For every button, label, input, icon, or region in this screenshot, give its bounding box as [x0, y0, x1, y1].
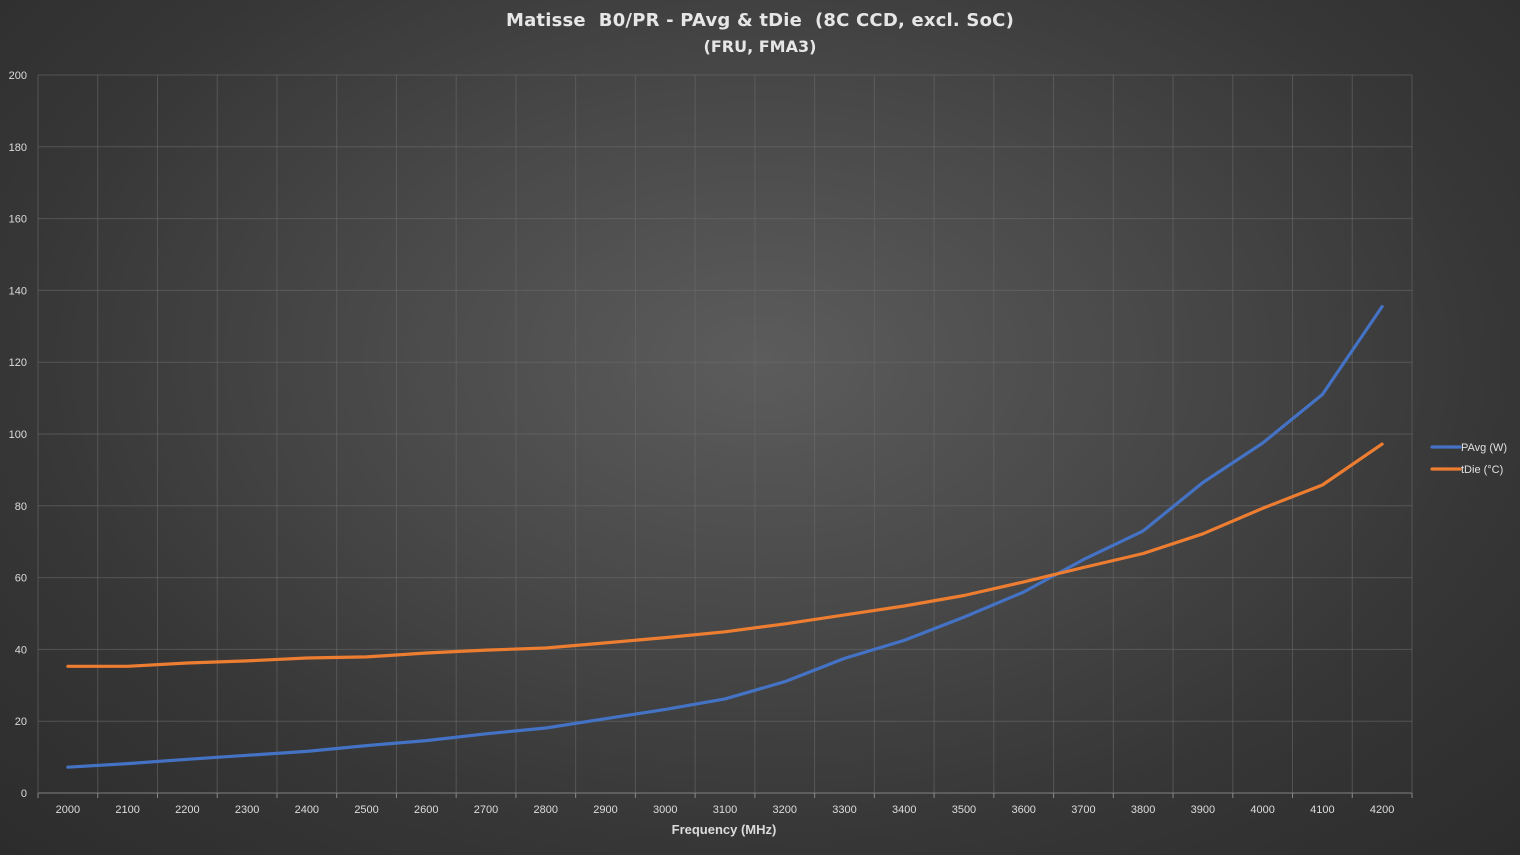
x-tick-label: 2400 [295, 804, 319, 816]
series-line-pavg [66, 305, 1384, 769]
x-tick-label: 4000 [1250, 804, 1274, 816]
x-tick-label: 2600 [414, 804, 438, 816]
y-tick-label: 60 [15, 573, 27, 585]
x-tick-label: 2700 [474, 804, 498, 816]
x-tick-label: 3300 [832, 804, 856, 816]
x-tick-label: 3000 [653, 804, 677, 816]
x-tick-label: 2200 [175, 804, 199, 816]
y-tick-label: 120 [9, 357, 27, 369]
y-tick-label: 180 [9, 142, 27, 154]
x-tick-label: 3800 [1131, 804, 1155, 816]
x-tick-label: 3200 [772, 804, 796, 816]
grid-layer [37, 74, 1413, 794]
x-tick-label: 3500 [952, 804, 976, 816]
series-layer [66, 305, 1384, 769]
x-tick-label: 2500 [354, 804, 378, 816]
y-tick-label: 160 [9, 214, 27, 226]
series-line-tdie [66, 442, 1384, 668]
x-axis-title: Frequency (MHz) [672, 822, 777, 837]
x-tick-label: 2300 [235, 804, 259, 816]
y-tick-label: 20 [15, 716, 27, 728]
x-tick-label: 3400 [892, 804, 916, 816]
axis-layer: 0 20 40 60 80 100 120 140 160 180 200 2000 2100 2200 2… [9, 70, 1413, 816]
chart-subtitle: (FRU, FMA3) [703, 37, 817, 56]
x-tick-label: 3700 [1071, 804, 1095, 816]
x-tick-label: 3600 [1011, 804, 1035, 816]
y-tick-label: 0 [21, 788, 27, 800]
y-tick-label: 100 [9, 429, 27, 441]
y-tick-label: 40 [15, 644, 27, 656]
x-tick-label: 2100 [115, 804, 139, 816]
x-tick-label: 2000 [56, 804, 80, 816]
x-tick-label: 2800 [534, 804, 558, 816]
y-tick-label: 140 [9, 285, 27, 297]
y-tick-label: 200 [9, 70, 27, 82]
legend: PAvg (W) tDie (°C) [1430, 442, 1507, 476]
x-tick-label: 4100 [1310, 804, 1334, 816]
chart-title: Matisse B0/PR - PAvg & tDie (8C CCD, exc… [505, 10, 1015, 31]
x-tick-label: 3900 [1191, 804, 1215, 816]
x-tick-label: 3100 [713, 804, 737, 816]
y-tick-label: 80 [15, 501, 27, 513]
legend-label: PAvg (W) [1461, 442, 1507, 454]
legend-label: tDie (°C) [1461, 464, 1503, 476]
x-tick-label: 2900 [593, 804, 617, 816]
x-tick-label: 4200 [1370, 804, 1394, 816]
